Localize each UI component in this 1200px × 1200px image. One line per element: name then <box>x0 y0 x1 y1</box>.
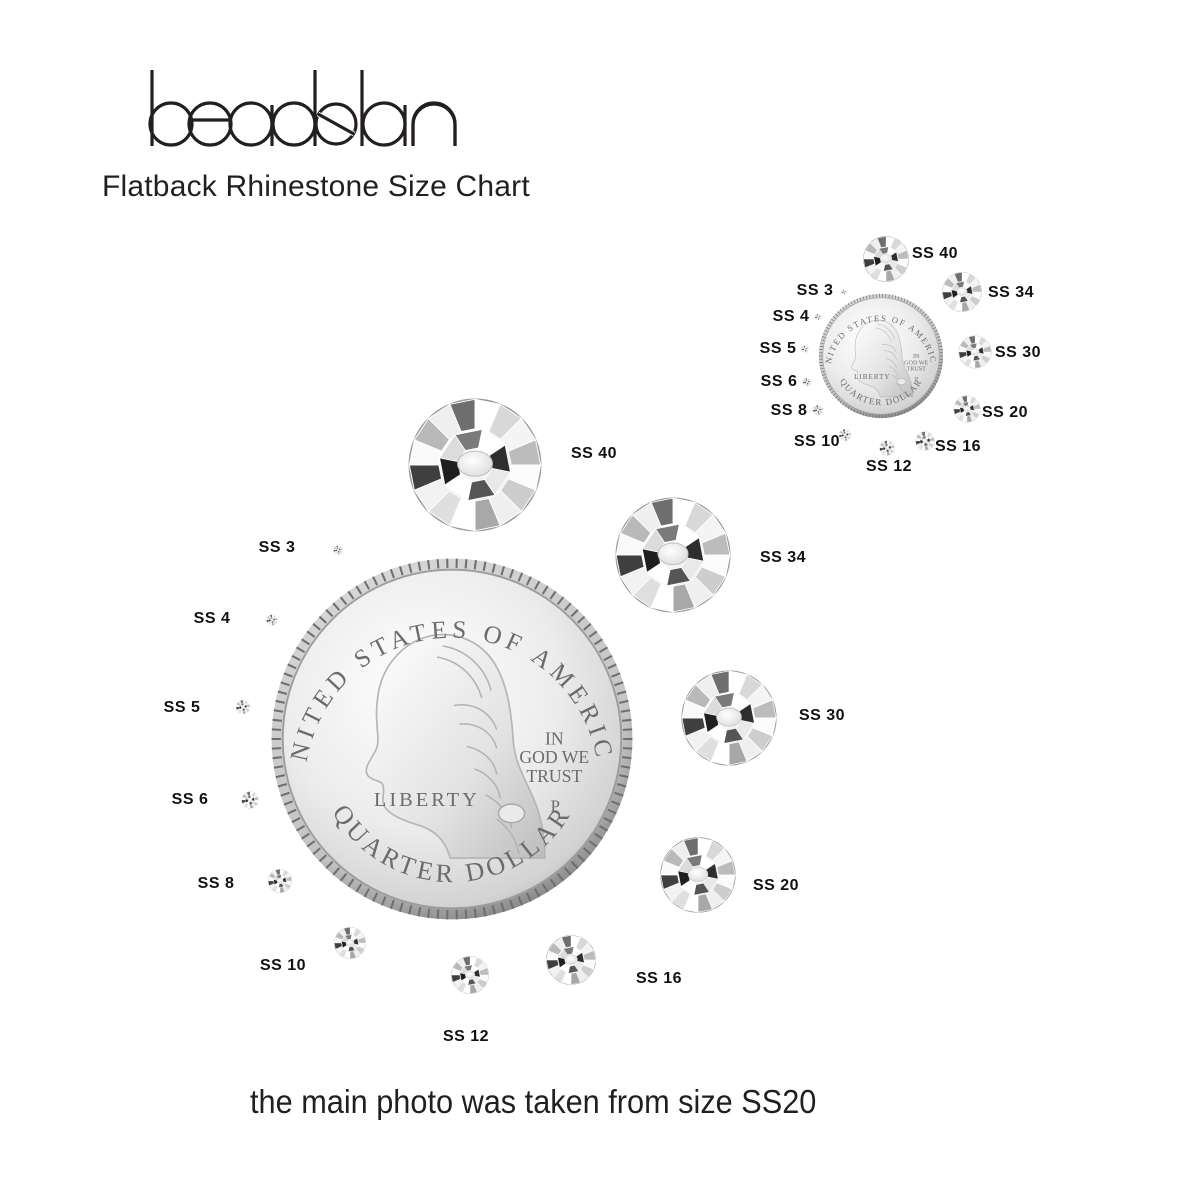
size-label-ss-30: SS 30 <box>798 707 846 724</box>
inset-size-label-ss-3: SS 3 <box>796 282 834 299</box>
inset-size-label-ss-16: SS 16 <box>934 438 982 455</box>
rhinestone-ss-12 <box>451 956 489 994</box>
rhinestone-ss-3 <box>333 545 343 555</box>
rhinestone-ss-4 <box>266 614 278 626</box>
svg-text:GOD WE: GOD WE <box>519 747 589 767</box>
size-label-ss-10: SS 10 <box>259 957 307 974</box>
inset-rhinestone-ss-6 <box>803 378 811 386</box>
page-title: Flatback Rhinestone Size Chart <box>102 170 530 203</box>
svg-text:GOD WE: GOD WE <box>904 360 928 366</box>
rhinestone-icon <box>268 869 292 893</box>
rhinestone-icon <box>803 378 811 386</box>
rhinestone-icon <box>813 405 823 415</box>
inset-rhinestone-ss-4 <box>815 314 821 320</box>
main-coin: UNITED STATES OF AMERICAQUARTER DOLLARIN… <box>266 553 638 925</box>
size-label-ss-34: SS 34 <box>759 549 807 566</box>
inset-size-label-ss-34: SS 34 <box>987 284 1035 301</box>
inset-size-label-ss-20: SS 20 <box>981 404 1029 421</box>
rhinestone-icon <box>334 927 366 959</box>
quarter-dollar-coin: UNITED STATES OF AMERICAQUARTER DOLLARIN… <box>817 292 944 419</box>
rhinestone-icon <box>801 345 809 353</box>
svg-text:P: P <box>915 377 918 383</box>
rhinestone-icon <box>815 314 821 320</box>
rhinestone-icon <box>333 545 343 555</box>
rhinestone-icon <box>879 440 895 456</box>
inset-size-label-ss-30: SS 30 <box>994 344 1042 361</box>
size-label-ss-8: SS 8 <box>197 875 235 892</box>
quarter-dollar-coin: UNITED STATES OF AMERICAQUARTER DOLLARIN… <box>266 553 633 920</box>
rhinestone-ss-20 <box>660 837 736 913</box>
inset-rhinestone-ss-12 <box>879 440 895 456</box>
svg-text:P: P <box>551 797 560 816</box>
inset-rhinestone-ss-3 <box>841 289 847 295</box>
rhinestone-icon <box>236 700 250 714</box>
size-label-ss-5: SS 5 <box>163 699 201 716</box>
rhinestone-icon <box>958 335 992 369</box>
inset-rhinestone-ss-10 <box>839 429 851 441</box>
inset-size-label-ss-12: SS 12 <box>865 458 913 475</box>
rhinestone-ss-30 <box>681 670 777 766</box>
svg-text:LIBERTY: LIBERTY <box>854 373 890 381</box>
rhinestone-icon <box>451 956 489 994</box>
size-label-ss-6: SS 6 <box>171 791 209 808</box>
rhinestone-ss-16 <box>546 935 596 985</box>
footer-note: the main photo was taken from size SS20 <box>250 1083 817 1120</box>
inset-size-label-ss-5: SS 5 <box>759 340 797 357</box>
rhinestone-icon <box>660 837 736 913</box>
size-label-ss-4: SS 4 <box>193 610 231 627</box>
beadsland-wordmark-icon <box>148 70 457 147</box>
rhinestone-ss-10 <box>334 927 366 959</box>
rhinestone-icon <box>408 398 542 532</box>
inset-rhinestone-ss-5 <box>801 345 809 353</box>
rhinestone-ss-40 <box>408 398 542 532</box>
rhinestone-icon <box>615 497 731 613</box>
size-label-ss-16: SS 16 <box>635 970 683 987</box>
svg-text:IN: IN <box>545 729 564 749</box>
inset-rhinestone-ss-16 <box>915 431 935 451</box>
rhinestone-icon <box>915 431 935 451</box>
inset-size-label-ss-6: SS 6 <box>760 373 798 390</box>
inset-size-label-ss-10: SS 10 <box>793 433 841 450</box>
svg-text:IN: IN <box>913 354 920 360</box>
rhinestone-icon <box>681 670 777 766</box>
inset-rhinestone-ss-40 <box>863 236 909 282</box>
rhinestone-ss-5 <box>236 700 250 714</box>
rhinestone-ss-34 <box>615 497 731 613</box>
svg-text:TRUST: TRUST <box>907 367 927 373</box>
rhinestone-icon <box>953 395 981 423</box>
inset-rhinestone-ss-20 <box>953 395 981 423</box>
inset-size-label-ss-8: SS 8 <box>770 402 808 419</box>
rhinestone-icon <box>546 935 596 985</box>
inset-rhinestone-ss-8 <box>813 405 823 415</box>
rhinestone-icon <box>241 791 259 809</box>
size-label-ss-20: SS 20 <box>752 877 800 894</box>
rhinestone-icon <box>839 429 851 441</box>
rhinestone-icon <box>841 289 847 295</box>
inset-coin: UNITED STATES OF AMERICAQUARTER DOLLARIN… <box>817 292 945 420</box>
rhinestone-ss-8 <box>268 869 292 893</box>
rhinestone-icon <box>863 236 909 282</box>
rhinestone-icon <box>266 614 278 626</box>
rhinestone-icon <box>942 272 982 312</box>
size-label-ss-3: SS 3 <box>258 539 296 556</box>
inset-rhinestone-ss-34 <box>942 272 982 312</box>
inset-size-label-ss-4: SS 4 <box>772 308 810 325</box>
svg-text:LIBERTY: LIBERTY <box>374 789 480 811</box>
beadsland-logo <box>138 68 468 148</box>
inset-size-label-ss-40: SS 40 <box>911 245 959 262</box>
inset-rhinestone-ss-30 <box>958 335 992 369</box>
rhinestone-ss-6 <box>241 791 259 809</box>
svg-text:TRUST: TRUST <box>526 766 582 786</box>
size-label-ss-40: SS 40 <box>570 445 618 462</box>
size-label-ss-12: SS 12 <box>442 1028 490 1045</box>
